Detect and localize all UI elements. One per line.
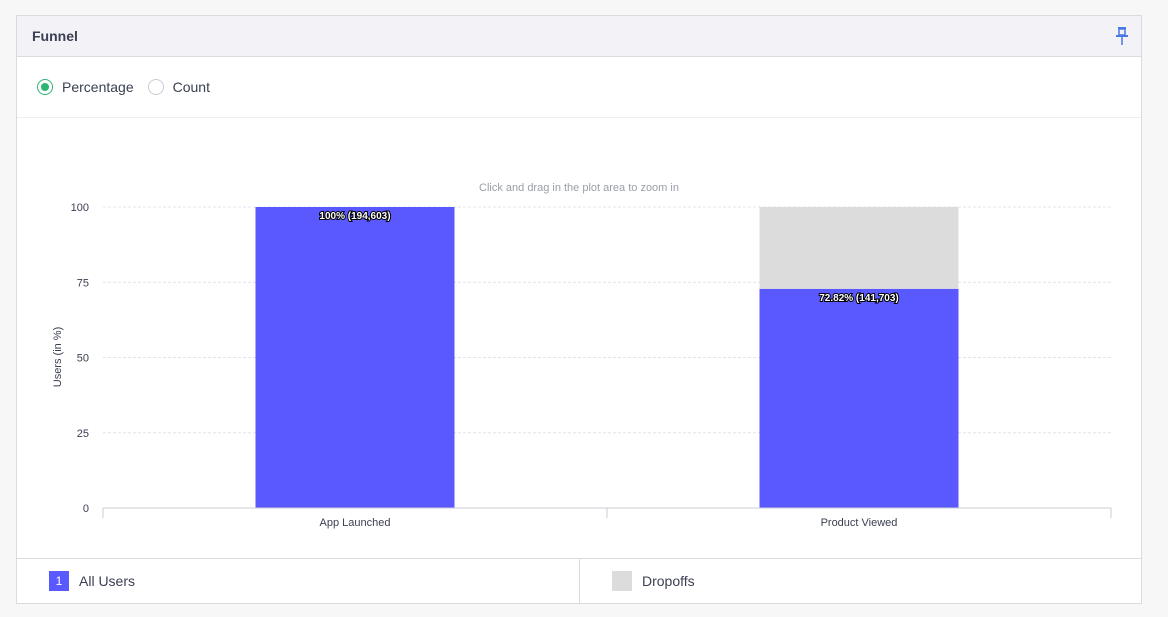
y-tick-label: 50 bbox=[77, 353, 89, 365]
count-label: Count bbox=[172, 79, 210, 95]
funnel-chart[interactable]: Click and drag in the plot area to zoom … bbox=[17, 119, 1141, 559]
data-label: 72.82% (141,703) bbox=[819, 293, 899, 304]
panel-header: Funnel bbox=[17, 16, 1141, 57]
panel-title: Funnel bbox=[32, 28, 78, 44]
y-tick-label: 0 bbox=[83, 503, 89, 515]
dropoffs-label: Dropoffs bbox=[642, 573, 695, 589]
view-toggle: Percentage Count bbox=[17, 57, 1141, 118]
count-radio-option[interactable]: Count bbox=[147, 79, 210, 95]
y-tick-label: 100 bbox=[71, 202, 89, 214]
percentage-radio[interactable] bbox=[37, 79, 53, 95]
all-users-swatch: 1 bbox=[49, 571, 69, 591]
pin-icon[interactable] bbox=[1115, 27, 1129, 45]
funnel-panel: Funnel Percentage Count Click and drag i… bbox=[16, 15, 1142, 604]
bar-all-users[interactable] bbox=[255, 207, 455, 508]
percentage-label: Percentage bbox=[62, 79, 134, 95]
legend: 1 All Users Dropoffs bbox=[17, 558, 1141, 603]
all-users-label: All Users bbox=[79, 573, 136, 589]
legend-item-dropoffs[interactable]: Dropoffs bbox=[580, 559, 695, 603]
y-tick-label: 75 bbox=[77, 277, 89, 289]
bar-dropoffs[interactable] bbox=[759, 207, 959, 289]
chart-svg[interactable]: Click and drag in the plot area to zoom … bbox=[17, 119, 1141, 559]
y-axis-label: Users (in %) bbox=[52, 327, 64, 388]
zoom-hint: Click and drag in the plot area to zoom … bbox=[479, 182, 679, 194]
bar-all-users[interactable] bbox=[759, 288, 959, 508]
percentage-radio-option[interactable]: Percentage bbox=[37, 79, 134, 95]
x-tick-label: Product Viewed bbox=[821, 517, 898, 529]
data-label: 100% (194,603) bbox=[319, 211, 390, 222]
count-radio[interactable] bbox=[147, 79, 164, 95]
legend-item-all-users[interactable]: 1 All Users bbox=[17, 559, 580, 603]
x-tick-label: App Launched bbox=[320, 517, 391, 529]
y-tick-label: 25 bbox=[77, 428, 89, 440]
dropoffs-swatch bbox=[612, 571, 632, 591]
